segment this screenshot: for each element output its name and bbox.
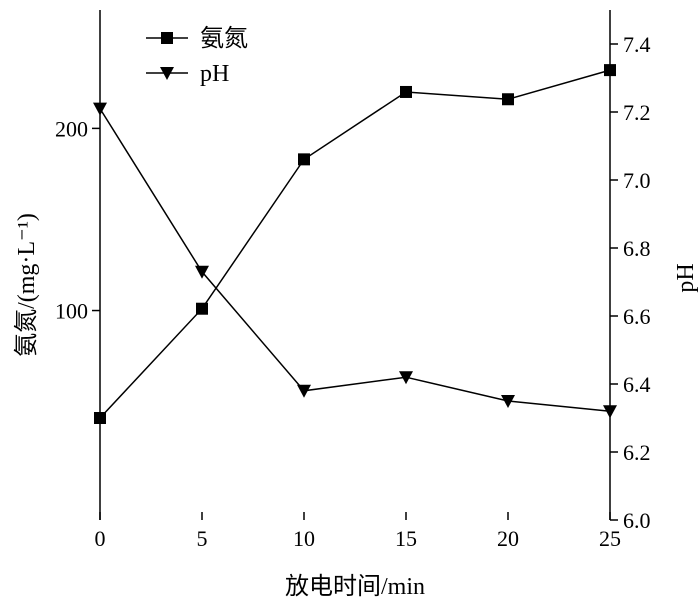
series-markers: [93, 64, 617, 424]
legend-marker-ammonia: [161, 32, 173, 44]
y-right-tick-label: 7.0: [623, 168, 651, 193]
y-right-tick-label: 6.0: [623, 508, 651, 533]
data-point-ammonia: [298, 153, 310, 166]
y-left-tick-label: 100: [55, 299, 88, 324]
series-lines: [99, 69, 611, 419]
legend-item-ammonia: 氨氮: [146, 25, 248, 52]
y-right-tick-label: 6.4: [623, 372, 651, 397]
legend: 氨氮 pH: [146, 25, 248, 87]
x-tick-label: 0: [95, 526, 106, 551]
legend-marker-ph: [160, 67, 174, 80]
tick-group: 0 5 10 15 20 25 100 200 6.0 6.2 6.4 6.6 6.8 7.0 7.2 7.4: [55, 32, 651, 551]
data-point-ph: [297, 384, 311, 398]
legend-label-ph: pH: [200, 61, 229, 87]
y-right-tick-label: 6.2: [623, 440, 651, 465]
y-right-tick-label: 6.8: [623, 236, 651, 261]
y-left-axis-title: 氨氮/(mg·L⁻¹): [13, 213, 40, 357]
series-line-ammonia: [99, 69, 611, 419]
x-axis-title: 放电时间/min: [285, 573, 425, 600]
x-tick-label: 15: [395, 526, 417, 551]
y-right-tick-label: 7.2: [623, 100, 651, 125]
series-line-ph: [99, 108, 611, 412]
axes: [99, 10, 611, 520]
data-point-ammonia: [604, 64, 616, 77]
y-left-tick-label: 200: [55, 116, 88, 141]
x-tick-label: 25: [599, 526, 621, 551]
legend-item-ph: pH: [146, 61, 229, 87]
data-point-ph: [501, 395, 515, 408]
data-point-ammonia: [196, 302, 208, 315]
data-point-ph: [195, 265, 209, 279]
data-point-ph: [93, 102, 107, 116]
legend-label-ammonia: 氨氮: [200, 25, 248, 52]
y-right-tick-label: 7.4: [623, 32, 651, 57]
data-point-ph: [603, 405, 617, 419]
data-point-ammonia: [94, 412, 106, 424]
x-tick-label: 20: [497, 526, 519, 551]
data-point-ammonia: [400, 85, 412, 98]
y-right-tick-label: 6.6: [623, 304, 651, 329]
y-right-axis-title: pH: [673, 263, 699, 292]
data-point-ph: [399, 371, 413, 385]
x-tick-label: 5: [197, 526, 208, 551]
x-tick-label: 10: [293, 526, 315, 551]
data-point-ammonia: [502, 93, 514, 106]
